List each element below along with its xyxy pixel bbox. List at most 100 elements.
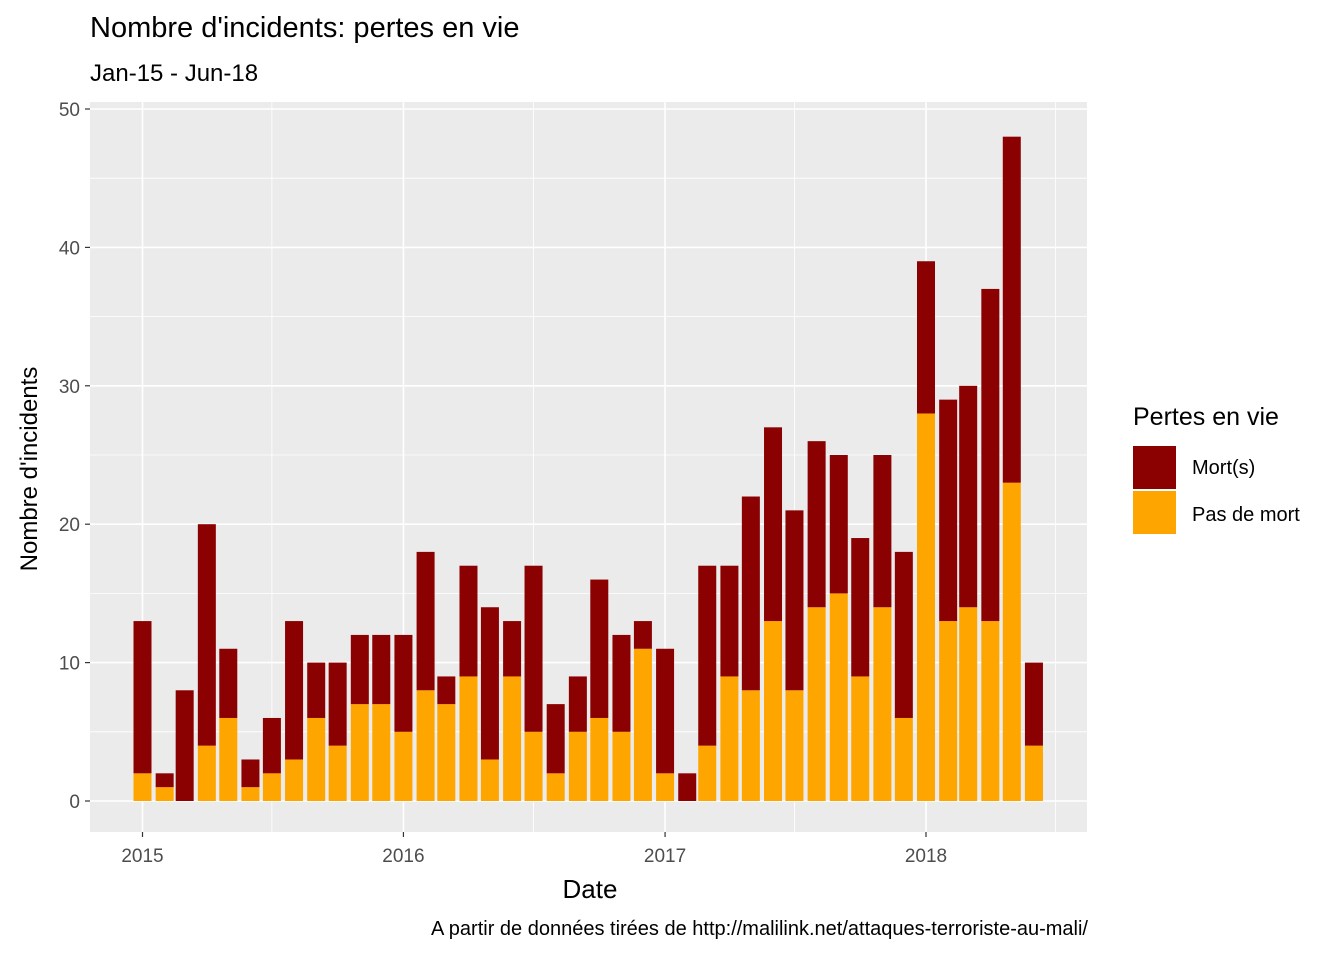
bar-pas-de-mort	[503, 676, 522, 801]
legend-title: Pertes en vie	[1133, 403, 1279, 431]
chart-subtitle: Jan-15 - Jun-18	[90, 60, 259, 87]
bar-morts	[678, 773, 697, 801]
y-tick-label: 50	[59, 100, 80, 121]
bar-morts	[350, 634, 369, 705]
y-tick-label: 40	[59, 238, 80, 259]
bar-pas-de-mort	[546, 773, 565, 801]
bar-morts	[219, 648, 238, 718]
y-tick-label: 0	[69, 792, 80, 813]
chart-title: Nombre d'incidents: pertes en vie	[90, 12, 520, 44]
legend-label-morts: Mort(s)	[1192, 457, 1256, 479]
x-axis: 2015 2016 2017 2018	[121, 832, 947, 867]
bar-pas-de-mort	[741, 690, 760, 801]
bar-pas-de-mort	[437, 704, 456, 801]
bar-pas-de-mort	[851, 676, 870, 801]
bar-pas-de-mort	[568, 731, 587, 801]
legend-key-pas-de-mort	[1133, 491, 1176, 534]
bar-pas-de-mort	[285, 759, 304, 801]
bar-morts	[241, 759, 260, 788]
bar-pas-de-mort	[656, 773, 675, 801]
bar-pas-de-mort	[720, 676, 739, 801]
bar-morts	[262, 717, 281, 774]
y-tick-label: 30	[59, 377, 80, 398]
bar-morts	[546, 704, 565, 774]
bar-morts	[197, 524, 216, 746]
bar-pas-de-mort	[155, 787, 174, 801]
bar-pas-de-mort	[524, 731, 543, 801]
y-axis: 0 10 20 30 40 50	[59, 100, 90, 813]
y-tick-label: 20	[59, 515, 80, 536]
bar-pas-de-mort	[350, 704, 369, 801]
bar-morts	[1002, 136, 1021, 483]
bar-morts	[851, 538, 870, 677]
y-axis-label: Nombre d'incidents	[16, 366, 43, 572]
bar-morts	[524, 565, 543, 732]
bar-morts	[807, 441, 826, 608]
bar-pas-de-mort	[807, 607, 826, 801]
bar-morts	[437, 676, 456, 705]
bar-morts	[590, 579, 609, 718]
bar-morts	[459, 565, 478, 677]
bar-pas-de-mort	[917, 413, 935, 801]
bar-morts	[503, 621, 522, 677]
bar-pas-de-mort	[262, 773, 281, 801]
bar-pas-de-mort	[1002, 482, 1021, 801]
bar-pas-de-mort	[307, 717, 326, 801]
bar-pas-de-mort	[590, 717, 609, 801]
bar-pas-de-mort	[939, 621, 958, 801]
bar-pas-de-mort	[612, 731, 631, 801]
bar-morts	[785, 510, 804, 691]
bar-morts	[568, 676, 587, 732]
bar-pas-de-mort	[372, 704, 391, 801]
bar-morts	[698, 565, 717, 746]
bar-pas-de-mort	[764, 621, 783, 801]
bar-morts	[633, 621, 652, 649]
bars	[133, 136, 1043, 801]
bar-morts	[372, 634, 391, 705]
bar-pas-de-mort	[328, 745, 347, 801]
x-axis-label: Date	[562, 874, 618, 904]
bar-morts	[1024, 662, 1043, 746]
bar-pas-de-mort	[785, 690, 804, 801]
bar-pas-de-mort	[480, 759, 499, 801]
bar-morts	[917, 261, 935, 414]
x-tick-label: 2017	[644, 846, 686, 867]
bar-morts	[155, 773, 174, 788]
bar-morts	[720, 565, 739, 677]
bar-morts	[741, 496, 760, 691]
bar-morts	[764, 427, 783, 622]
bar-pas-de-mort	[698, 745, 717, 801]
y-tick-label: 10	[59, 654, 80, 675]
bar-morts	[394, 634, 413, 732]
bar-pas-de-mort	[1024, 745, 1043, 801]
legend-key-morts	[1133, 446, 1176, 489]
legend-label-pas-de-mort: Pas de mort	[1192, 504, 1300, 526]
bar-pas-de-mort	[459, 676, 478, 801]
bar-pas-de-mort	[959, 607, 978, 801]
bar-pas-de-mort	[241, 787, 260, 801]
bar-morts	[133, 621, 152, 774]
plot-panel	[90, 102, 1087, 832]
bar-morts	[480, 607, 499, 760]
bar-pas-de-mort	[219, 717, 238, 801]
x-tick-label: 2016	[382, 846, 424, 867]
bar-morts	[416, 551, 435, 691]
bar-morts	[894, 551, 913, 718]
bar-morts	[959, 385, 978, 608]
bar-morts	[328, 662, 347, 746]
bar-morts	[981, 288, 1000, 622]
bar-morts	[307, 662, 326, 718]
bar-pas-de-mort	[873, 607, 892, 801]
bar-morts	[612, 634, 631, 732]
bar-morts	[829, 455, 848, 594]
bar-morts	[939, 399, 958, 622]
bar-morts	[285, 621, 304, 760]
bar-pas-de-mort	[394, 731, 413, 801]
bar-morts	[175, 690, 194, 801]
chart-caption: A partir de données tirées de http://mal…	[431, 918, 1088, 940]
bar-morts	[656, 648, 675, 774]
bar-pas-de-mort	[894, 717, 913, 801]
bar-pas-de-mort	[133, 773, 152, 801]
bar-pas-de-mort	[416, 690, 435, 801]
